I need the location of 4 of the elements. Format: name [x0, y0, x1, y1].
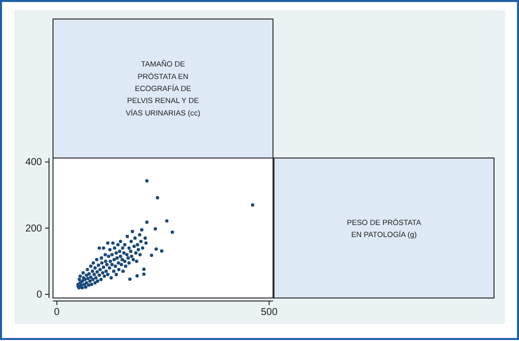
y-tick-label: 200 — [25, 223, 42, 234]
x-tick-label: 500 — [260, 307, 278, 318]
y-tick-label: 0 — [36, 290, 42, 301]
y-tick-label: 400 — [25, 157, 42, 168]
